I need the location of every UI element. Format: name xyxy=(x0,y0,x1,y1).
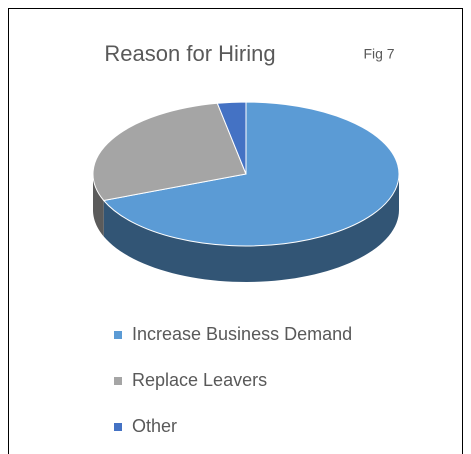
slice xyxy=(92,102,247,202)
slice-side xyxy=(93,174,104,237)
legend-label: Other xyxy=(132,416,177,436)
legend-label: Increase Business Demand xyxy=(132,324,352,344)
annotation: Fig 7 xyxy=(363,46,394,62)
legend: Increase Business Demand Replace Leavers O… xyxy=(114,324,352,436)
legend-swatch xyxy=(114,377,122,385)
legend-swatch xyxy=(114,423,122,431)
chart-title: Reason for Hiring xyxy=(104,41,275,66)
legend-swatch xyxy=(114,331,122,339)
slice-side xyxy=(103,174,399,282)
slice xyxy=(102,101,400,247)
legend-label: Replace Leavers xyxy=(132,370,267,390)
pie xyxy=(92,101,400,282)
slice xyxy=(216,101,247,175)
